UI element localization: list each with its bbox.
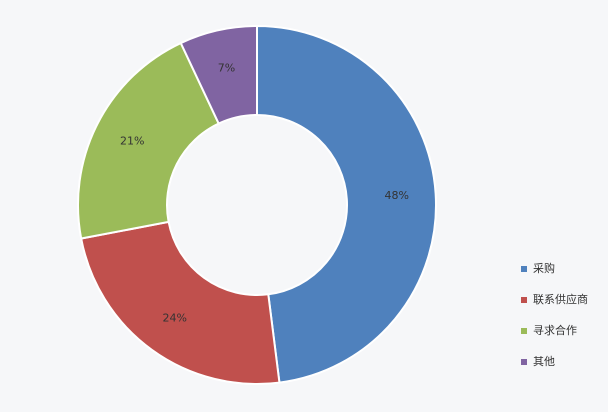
donut-slice-labels: 48% 24% 21% 7% — [120, 61, 409, 324]
donut-slice-0[interactable] — [256, 24, 437, 384]
slice-label-1: 24% — [162, 311, 186, 324]
legend-label-0: 采购 — [533, 262, 555, 275]
legend-label-1: 联系供应商 — [533, 293, 588, 306]
legend-swatch-3 — [521, 359, 527, 365]
chart-legend: 采购 联系供应商 寻求合作 其他 — [521, 262, 588, 386]
legend-swatch-0 — [521, 266, 527, 272]
legend-label-2: 寻求合作 — [533, 324, 577, 337]
legend-item-1[interactable]: 联系供应商 — [521, 293, 588, 307]
legend-item-2[interactable]: 寻求合作 — [521, 324, 588, 338]
donut-slice-1[interactable] — [80, 220, 281, 385]
legend-item-0[interactable]: 采购 — [521, 262, 588, 276]
donut-slice-2[interactable] — [77, 41, 221, 240]
donut-slices — [77, 24, 437, 385]
slice-label-2: 21% — [120, 134, 144, 147]
legend-item-3[interactable]: 其他 — [521, 355, 588, 369]
legend-swatch-1 — [521, 297, 527, 303]
donut-slice-3[interactable] — [179, 24, 258, 125]
legend-swatch-2 — [521, 328, 527, 334]
legend-label-3: 其他 — [533, 355, 555, 368]
slice-label-3: 7% — [218, 61, 235, 74]
slice-label-0: 48% — [384, 189, 408, 202]
